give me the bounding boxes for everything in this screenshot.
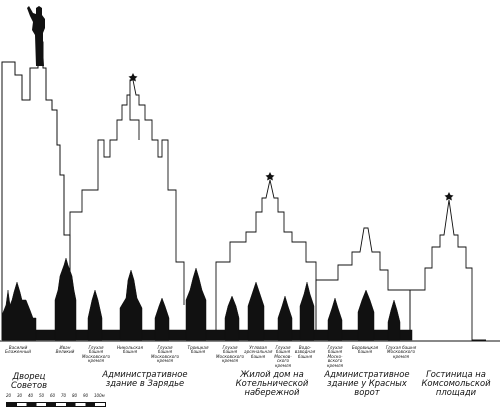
label-glukhaya-1: Глухая башня Московского кремля (81, 345, 111, 364)
lenin-statue-icon (27, 6, 45, 66)
scale-tick: 90 (83, 393, 89, 398)
label-dvorets-sovetov: Дворец Советов (11, 371, 47, 390)
label-vasily: Василий Блаженный (5, 345, 31, 355)
kotelnicheskaya-outline (215, 179, 317, 335)
red-gates-outline (315, 227, 411, 335)
label-krasnye-vorota: Административное здание у Красных ворот (324, 369, 410, 397)
label-glukhaya-6: Глухая башня Московского кремля (385, 345, 417, 359)
label-borovitskaya: Боровицкая башня (351, 345, 379, 355)
kremlin-silhouette (1, 257, 413, 341)
label-ivan: Иван Великий (55, 345, 75, 355)
komsomolskaya-outline (409, 199, 486, 341)
zaryadye-outline (69, 79, 185, 305)
label-glukhaya-3: Глухая башня Московского кремля (215, 345, 245, 364)
label-komsomolskaya: Гостиница на Комсомольской площади (421, 369, 491, 397)
label-vodovzvodnaya: Водо- взводная башня (294, 345, 316, 359)
scale-tick-labels: 20 30 40 50 60 70 80 90 100м (6, 393, 126, 399)
palace-of-soviets-outline (1, 41, 71, 340)
scale-bar: 20 30 40 50 60 70 80 90 100м (6, 393, 126, 411)
label-troitskaya: Троицкая башня (187, 345, 209, 355)
label-uglovaya: Угловая арсенальная башня (244, 345, 273, 359)
scale-tick: 70 (61, 393, 67, 398)
label-nikolskaya: Никольская башня (116, 345, 144, 355)
label-glukhaya-5: Глухая башня Моско- вского кремля (326, 345, 344, 368)
label-zaryadye: Административное здание в Зарядье (102, 369, 188, 388)
scale-tick: 50 (39, 393, 45, 398)
scale-bar-graphic (6, 402, 106, 407)
spire-star-icon (444, 192, 454, 201)
label-glukhaya-2: Глухая башня Московского кремля (150, 345, 180, 364)
scale-tick: 20 (6, 393, 12, 398)
scale-tick: 60 (50, 393, 56, 398)
scale-tick: 80 (72, 393, 78, 398)
label-kotelnicheskaya: Жилой дом на Котельнической набережной (235, 369, 309, 397)
scale-tick: 30 (17, 393, 23, 398)
scale-tick: 40 (28, 393, 34, 398)
spire-star-icon (265, 172, 275, 181)
scale-tick: 100м (94, 393, 105, 398)
label-glukhaya-4: Глухая башня Москов- ского кремля (274, 345, 292, 368)
spire-star-icon (128, 73, 138, 82)
